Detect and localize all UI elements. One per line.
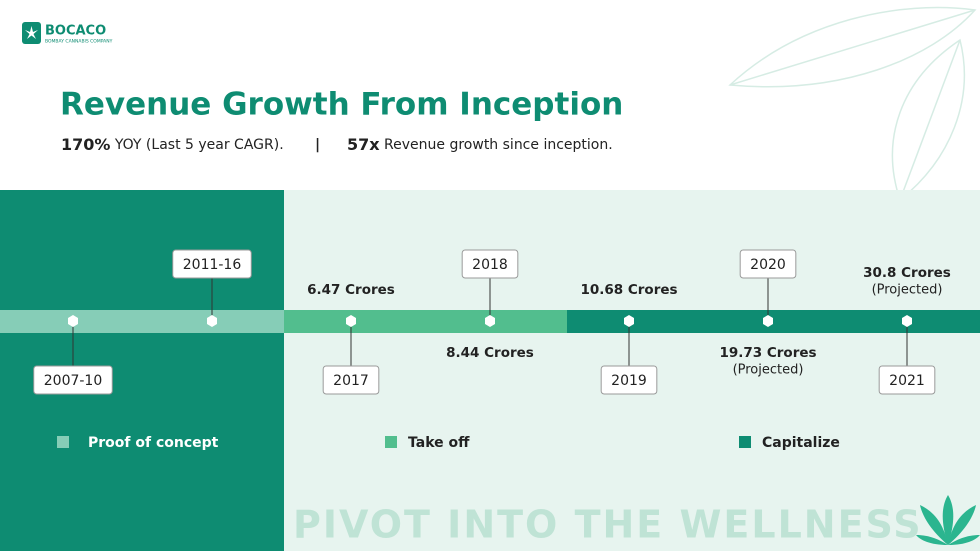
revenue-note: (Projected)	[733, 363, 804, 378]
highlight-figure: 57x	[347, 135, 380, 154]
year-box	[600, 365, 658, 395]
legend-label: Take off	[408, 435, 470, 451]
revenue-label: 10.68 Crores	[580, 282, 677, 298]
revenue-label: 30.8 Crores	[863, 265, 951, 281]
timeline-band	[567, 310, 980, 333]
leaf-icon	[916, 495, 980, 545]
year-label: 2019	[611, 373, 647, 389]
year-label: 2007-10	[44, 373, 103, 389]
legend-swatch	[385, 436, 397, 448]
revenue-label: 8.44 Crores	[446, 345, 534, 361]
year-box	[461, 249, 519, 279]
highlight-figure: 170%	[61, 135, 110, 154]
highlight-text: Revenue growth since inception.	[384, 137, 613, 153]
legend-label: Capitalize	[762, 435, 840, 451]
timeline-node	[902, 315, 912, 327]
timeline-node	[68, 315, 78, 327]
legend-label: Proof of concept	[88, 435, 219, 451]
highlight: 57x Revenue growth since inception.	[347, 135, 613, 154]
title: Revenue Growth From Inception	[60, 87, 623, 123]
revenue-label: 6.47 Crores	[307, 282, 395, 298]
year-label: 2018	[472, 257, 508, 273]
highlight-text: YOY (Last 5 year CAGR).	[114, 137, 284, 153]
year-label: 2017	[333, 373, 369, 389]
timeline-node	[485, 315, 495, 327]
year-box	[33, 365, 113, 395]
year-box	[878, 365, 936, 395]
revenue-note: (Projected)	[872, 283, 943, 298]
timeline-node	[346, 315, 356, 327]
highlight: 170% YOY (Last 5 year CAGR).	[61, 135, 284, 154]
timeline-node	[624, 315, 634, 327]
year-box	[322, 365, 380, 395]
logo-name: BOCACO	[45, 24, 106, 39]
year-label: 2020	[750, 257, 786, 273]
legend-swatch	[57, 436, 69, 448]
logo: BOCACO BOMBAY CANNABIS COMPANY	[22, 22, 113, 45]
year-box	[739, 249, 797, 279]
revenue-label: 19.73 Crores	[719, 345, 816, 361]
year-label: 2011-16	[183, 257, 242, 273]
footer-text: PIVOT INTO THE WELLNESS	[293, 503, 923, 547]
timeline-band	[284, 310, 567, 333]
leaf-decoration	[728, 6, 977, 202]
timeline-node	[207, 315, 217, 327]
year-box	[172, 249, 252, 279]
legend-swatch	[739, 436, 751, 448]
timeline-band	[0, 310, 284, 333]
logo-tagline: BOMBAY CANNABIS COMPANY	[45, 39, 113, 45]
timeline: 2007-10 2011-16 2017 6.47 Crores 2018 8.44 Cr…	[33, 249, 951, 395]
separator: |	[315, 137, 320, 153]
logo-leaf	[25, 26, 38, 39]
timeline-node	[763, 315, 773, 327]
year-label: 2021	[889, 373, 925, 389]
